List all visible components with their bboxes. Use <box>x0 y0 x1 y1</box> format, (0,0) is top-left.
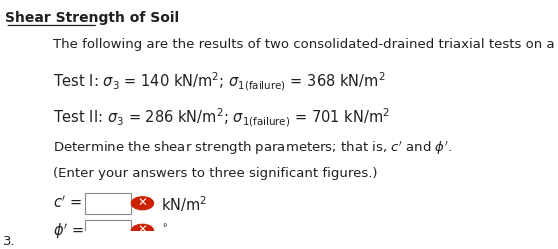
Text: ✕: ✕ <box>137 224 147 237</box>
Circle shape <box>131 197 153 210</box>
Text: The following are the results of two consolidated-drained triaxial tests on a cl: The following are the results of two con… <box>53 38 558 51</box>
FancyBboxPatch shape <box>85 220 131 241</box>
Text: $\phi'$ =: $\phi'$ = <box>53 222 84 241</box>
Text: $^\circ$: $^\circ$ <box>159 222 168 237</box>
Circle shape <box>131 224 153 237</box>
Text: 3.: 3. <box>3 235 16 248</box>
Text: kN/m$^2$: kN/m$^2$ <box>161 194 208 214</box>
Text: $c'$ =: $c'$ = <box>53 194 82 211</box>
Text: ✕: ✕ <box>137 197 147 210</box>
Text: Determine the shear strength parameters; that is, $c'$ and $\phi'$.: Determine the shear strength parameters;… <box>53 139 452 157</box>
Text: (Enter your answers to three significant figures.): (Enter your answers to three significant… <box>53 167 377 180</box>
Text: Test I: $\sigma_3$ = 140 kN/m$^2$; $\sigma_{1(\mathrm{failure})}$ = 368 kN/m$^2$: Test I: $\sigma_3$ = 140 kN/m$^2$; $\sig… <box>53 70 385 93</box>
FancyBboxPatch shape <box>85 193 131 214</box>
Text: Test II: $\sigma_3$ = 286 kN/m$^2$; $\sigma_{1(\mathrm{failure})}$ = 701 kN/m$^2: Test II: $\sigma_3$ = 286 kN/m$^2$; $\si… <box>53 107 389 129</box>
Text: Shear Strength of Soil: Shear Strength of Soil <box>6 10 180 25</box>
